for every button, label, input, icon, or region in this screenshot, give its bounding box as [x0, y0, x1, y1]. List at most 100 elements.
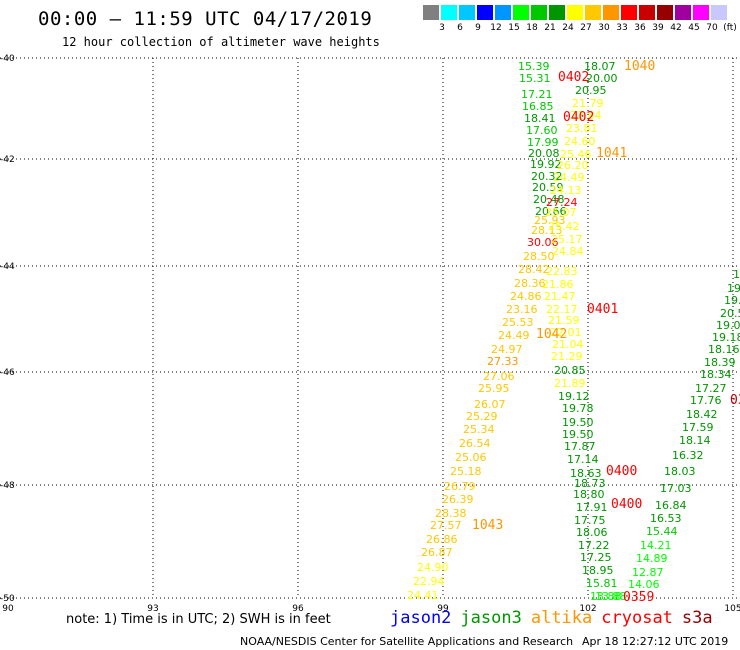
swh-value: 30.06: [527, 236, 559, 249]
colorbar-label: 12: [490, 23, 502, 33]
satellite-legend: jason2 jason3 altika cryosat s3a: [390, 608, 722, 628]
swh-value: 28.42: [518, 263, 550, 276]
colorbar-label: 18: [526, 23, 538, 33]
swh-value: 18.42: [686, 408, 718, 421]
swh-value: 17.91: [576, 501, 608, 514]
colorbar-swatch: [495, 5, 511, 20]
time-marker: 1043: [472, 518, 503, 533]
swh-value: 18.07: [584, 60, 616, 73]
swh-value: 23.81: [566, 122, 598, 135]
swh-value: 25.17: [551, 233, 583, 246]
swh-value: 19.8: [724, 294, 740, 307]
time-marker: 0359: [623, 590, 654, 605]
colorbar-swatch: [729, 5, 740, 20]
swh-value: 19.50: [562, 428, 594, 441]
swh-value: 16.85: [522, 100, 554, 113]
swh-value: 19.12: [558, 390, 590, 403]
swh-value: 25.29: [466, 410, 498, 423]
time-marker: 1040: [624, 59, 655, 74]
swh-value: 20.85: [554, 364, 586, 377]
time-marker: 0400: [606, 464, 637, 479]
colorbar-swatch: [441, 5, 457, 20]
colorbar-label: 9: [475, 23, 481, 33]
swh-value: 26.79: [444, 480, 476, 493]
swh-value: 21.29: [551, 350, 583, 363]
colorbar-swatch: [675, 5, 691, 20]
swh-value: 27.57: [430, 519, 462, 532]
swh-value: 19.92: [530, 158, 562, 171]
swh-value: 17.59: [682, 421, 714, 434]
swh-value: 28.50: [523, 250, 555, 263]
colorbar-swatch: [459, 5, 475, 20]
latitude-label: -48: [0, 481, 15, 491]
swh-value: 20.48: [533, 193, 565, 206]
swh-value: 20.08: [528, 147, 560, 160]
swh-value: 20.66: [535, 205, 567, 218]
colorbar-swatch: [603, 5, 619, 20]
swh-value: 25.95: [478, 382, 510, 395]
colorbar-swatch: [477, 5, 493, 20]
time-marker: 1042: [536, 327, 567, 342]
credit-footer: NOAA/NESDIS Center for Satellite Applica…: [240, 635, 574, 648]
colorbar-label: 24: [562, 23, 574, 33]
colorbar-label: 36: [634, 23, 646, 33]
swh-value: 28.13: [531, 224, 563, 237]
legend-cryosat: cryosat: [601, 608, 673, 628]
swh-value: 28.36: [514, 277, 546, 290]
colorbar-label: 21: [544, 23, 556, 33]
colorbar-label: (ft): [723, 23, 737, 33]
colorbar-swatch: [657, 5, 673, 20]
units-note: note: 1) Time is in UTC; 2) SWH is in fe…: [66, 612, 331, 627]
swh-value: 13.88: [590, 590, 622, 603]
swh-value: 26.86: [426, 533, 458, 546]
swh-value: 19.50: [562, 416, 594, 429]
swh-value: 18.03: [664, 465, 696, 478]
legend-jason3: jason3: [460, 608, 522, 628]
colorbar-swatch: [711, 5, 727, 20]
colorbar-swatch: [423, 5, 439, 20]
time-marker: 1041: [596, 146, 627, 161]
page-subtitle: 12 hour collection of altimeter wave hei…: [62, 35, 380, 49]
colorbar-swatch: [549, 5, 565, 20]
time-marker: 0400: [611, 497, 642, 512]
time-marker: 0401: [587, 302, 618, 317]
swh-value: 18.06: [576, 526, 608, 539]
latitude-label: -50: [0, 594, 15, 604]
swh-value: 24.60: [564, 135, 596, 148]
colorbar-swatch: [639, 5, 655, 20]
swh-value: 21.89: [554, 377, 586, 390]
colorbar-label: 70: [706, 23, 718, 33]
colorbar-label: 30: [598, 23, 610, 33]
colorbar-label: 3: [439, 23, 445, 33]
colorbar-label: 39: [652, 23, 664, 33]
swh-value: 22.17: [546, 303, 578, 316]
swh-value: 23.16: [506, 303, 538, 316]
swh-value: 16.32: [672, 449, 704, 462]
colorbar-swatch: [513, 5, 529, 20]
latitude-label: -42: [0, 155, 15, 165]
swh-value: 22.83: [546, 265, 578, 278]
swh-value: 25.46: [560, 148, 592, 161]
colorbar-swatch: [567, 5, 583, 20]
swh-value: 22.84: [570, 109, 602, 122]
swh-value: 19.09: [716, 319, 740, 332]
latitude-label: -40: [0, 54, 15, 64]
swh-value: 18.41: [524, 112, 556, 125]
swh-value: 19.: [727, 282, 740, 295]
swh-value: 21.79: [572, 97, 604, 110]
colorbar-label: 33: [616, 23, 628, 33]
swh-value: 16.53: [650, 512, 682, 525]
colorbar-label: 6: [457, 23, 463, 33]
swh-value: 25.42: [548, 220, 580, 233]
latitude-label: -44: [0, 262, 15, 272]
swh-value: 21.04: [552, 338, 584, 351]
swh-value: 14.89: [636, 552, 668, 565]
swh-value: 15.31: [519, 72, 551, 85]
swh-value: 20.57: [720, 307, 740, 320]
swh-value: 20.00: [586, 72, 618, 85]
swh-value: 14.21: [640, 539, 672, 552]
swh-value: 27.33: [487, 355, 519, 368]
swh-value: 24.97: [491, 343, 523, 356]
swh-value: 17.87: [564, 440, 596, 453]
